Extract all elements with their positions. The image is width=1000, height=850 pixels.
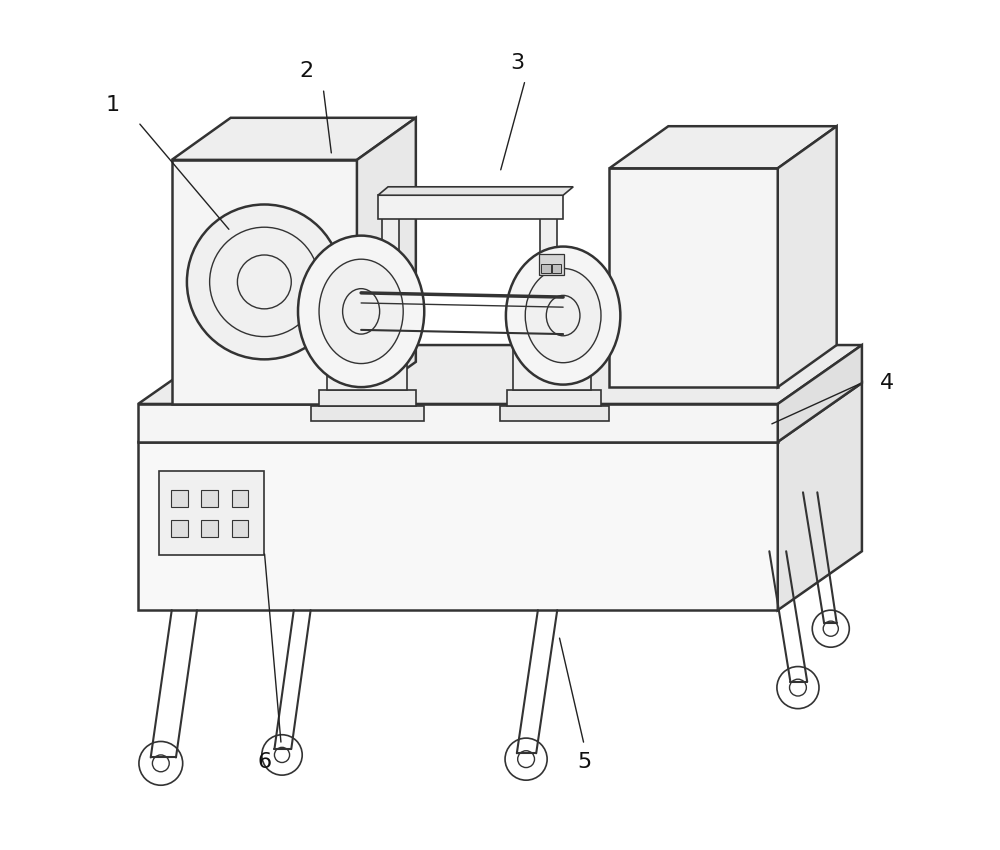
Bar [539, 254, 564, 275]
Polygon shape [778, 345, 862, 442]
Bar [500, 405, 609, 421]
Bar [232, 490, 248, 507]
Bar [541, 264, 551, 273]
Polygon shape [378, 187, 573, 196]
Bar [138, 442, 778, 610]
Bar [382, 207, 399, 311]
Bar [513, 330, 591, 390]
Bar [311, 405, 424, 421]
Polygon shape [609, 126, 837, 168]
Text: 2: 2 [299, 61, 313, 82]
Bar [159, 471, 264, 555]
Bar [552, 264, 561, 273]
Polygon shape [778, 382, 862, 610]
Bar [172, 160, 357, 404]
Bar [138, 404, 778, 442]
Ellipse shape [187, 205, 342, 360]
Polygon shape [138, 345, 862, 404]
Ellipse shape [506, 246, 620, 384]
Bar [507, 390, 601, 405]
Bar [232, 520, 248, 537]
Text: 4: 4 [880, 373, 894, 393]
Bar [319, 390, 416, 405]
Polygon shape [172, 118, 416, 160]
Text: 1: 1 [106, 95, 120, 115]
Text: 6: 6 [257, 751, 271, 772]
Polygon shape [357, 118, 416, 404]
Bar [201, 520, 218, 537]
Polygon shape [138, 382, 862, 442]
Bar [327, 327, 407, 390]
Bar [171, 520, 188, 537]
Bar [609, 168, 778, 387]
Ellipse shape [525, 269, 601, 363]
Polygon shape [778, 126, 837, 387]
Bar [378, 196, 563, 218]
Bar [171, 490, 188, 507]
Ellipse shape [298, 235, 424, 387]
Text: 3: 3 [510, 53, 524, 73]
Ellipse shape [319, 259, 403, 364]
Bar [540, 211, 557, 311]
Text: 5: 5 [577, 751, 591, 772]
Bar [201, 490, 218, 507]
